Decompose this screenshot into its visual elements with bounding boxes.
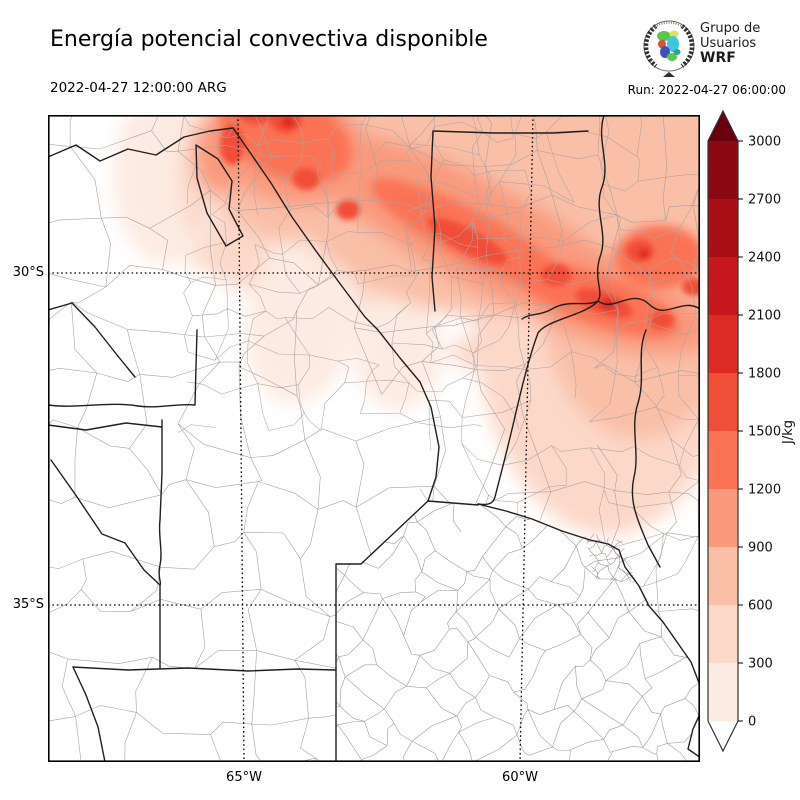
border-sanluis <box>48 329 198 408</box>
border-parana-south <box>477 300 599 506</box>
border-sw-diagonal <box>50 459 161 586</box>
border-tucuman <box>195 144 244 247</box>
svg-text:J/kg: J/kg <box>781 420 796 445</box>
svg-text:1800: 1800 <box>748 367 781 382</box>
svg-text:2400: 2400 <box>748 251 781 266</box>
border-cordoba-ne <box>377 329 440 502</box>
border-chaco <box>430 130 589 312</box>
logo-line-3: WRF <box>700 50 736 66</box>
graticule <box>48 115 700 762</box>
page-title: Energía potencial convectiva disponible <box>50 27 488 52</box>
svg-text:900: 900 <box>748 541 773 556</box>
ytick-35s: 35°S <box>12 597 44 612</box>
colorbar: 0 300 600 900 1200 1500 1800 2100 2400 2700 3000 J/… <box>700 100 800 772</box>
logo-line-2: Usuarios <box>700 36 757 51</box>
border-salta-santiago <box>232 127 379 331</box>
svg-text:0: 0 <box>748 715 756 730</box>
valid-time-label: 2022-04-27 12:00:00 ARG <box>50 80 227 96</box>
ytick-30s: 30°S <box>12 265 44 280</box>
wrf-logo-text: Grupo de Usuarios WRF <box>700 21 760 66</box>
border-nw-chain <box>48 127 234 162</box>
border-parana-north <box>596 115 606 302</box>
wrf-logo <box>638 14 798 80</box>
svg-text:300: 300 <box>748 657 773 672</box>
svg-text:1200: 1200 <box>748 483 781 498</box>
province-boundaries <box>48 115 700 762</box>
xtick-60w: 60°W <box>502 770 538 785</box>
svg-text:3000: 3000 <box>748 135 781 150</box>
svg-text:2700: 2700 <box>748 193 781 208</box>
svg-text:600: 600 <box>748 599 773 614</box>
xtick-65w: 65°W <box>226 770 262 785</box>
run-time-label: Run: 2022-04-27 06:00:00 <box>627 83 786 97</box>
svg-text:1500: 1500 <box>748 425 781 440</box>
wrf-logo-emblem-icon <box>643 20 695 77</box>
border-corrientes-south <box>521 297 700 320</box>
border-uruguay-river <box>631 329 661 568</box>
border-mendoza-sw <box>72 666 106 762</box>
cape-map <box>48 115 700 762</box>
border-delta-coast <box>477 503 700 759</box>
map-frame <box>48 115 700 762</box>
border-buenosaires-west <box>335 500 479 762</box>
svg-text:2100: 2100 <box>748 309 781 324</box>
border-mendoza-lapampa <box>72 666 337 672</box>
logo-line-1: Grupo de <box>700 21 761 36</box>
border-desaguadero <box>158 419 163 669</box>
colorbar-scale: 0 300 600 900 1200 1500 1800 2100 2400 2700 3000 J/… <box>707 109 796 753</box>
border-sanjuan <box>48 302 163 431</box>
map-canvas <box>48 115 700 762</box>
